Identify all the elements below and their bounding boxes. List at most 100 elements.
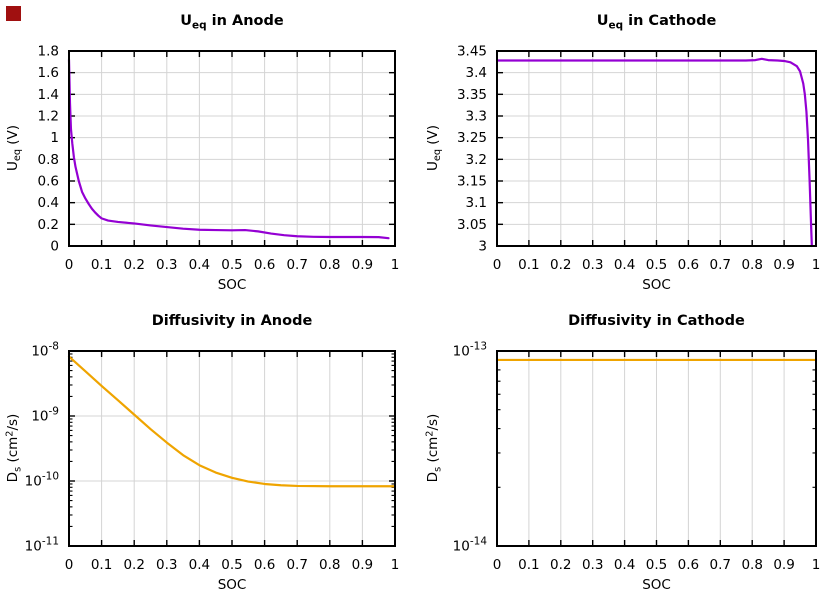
svg-text:0.1: 0.1 [91, 557, 112, 573]
svg-text:0.5: 0.5 [646, 257, 667, 273]
svg-text:10-11: 10-11 [25, 536, 59, 555]
svg-text:0.4: 0.4 [189, 557, 210, 573]
svg-text:0.5: 0.5 [221, 257, 242, 273]
plot-canvas: 0 0.1 0.2 0.3 0.4 0.5 0.6 0.7 0.8 0.9 1 10-8 10-9 10-… [25, 341, 400, 574]
svg-text:0.4: 0.4 [38, 195, 59, 211]
svg-text:0: 0 [65, 257, 74, 273]
svg-text:0.7: 0.7 [710, 557, 731, 573]
plot-diffusivity-cathode: Diffusivity in Cathode Ds (cm2/s) 0 0.1 0.… [420, 300, 840, 600]
svg-text:3.35: 3.35 [457, 87, 487, 103]
svg-text:0.5: 0.5 [221, 557, 242, 573]
svg-text:0.7: 0.7 [710, 257, 731, 273]
tick-labels: 0 0.1 0.2 0.3 0.4 0.5 0.6 0.7 0.8 0.9 1 10-8 10-9 10-… [25, 341, 400, 574]
plot-ueq-cathode: Ueq in Cathode Ueq (V) 0 0.1 0.2 0.3 0.4 0.5 0… [420, 0, 840, 300]
svg-text:0.9: 0.9 [773, 557, 794, 573]
x-axis-label: SOC [642, 577, 671, 593]
plot-canvas: 0 0.1 0.2 0.3 0.4 0.5 0.6 0.7 0.8 0.9 1 3 3.05 3.1 3.1… [457, 44, 820, 274]
svg-text:0.8: 0.8 [319, 557, 340, 573]
plot-title: Diffusivity in Anode [151, 313, 313, 329]
svg-text:1.6: 1.6 [38, 65, 59, 81]
svg-text:3.45: 3.45 [457, 44, 487, 60]
svg-text:0.8: 0.8 [319, 257, 340, 273]
y-axis-label: Ueq (V) [4, 124, 24, 172]
svg-text:1: 1 [812, 257, 821, 273]
svg-text:0.4: 0.4 [189, 257, 210, 273]
y-axis-label: Ueq (V) [424, 124, 444, 172]
svg-text:10-14: 10-14 [453, 536, 488, 555]
plot-diffusivity-anode: Diffusivity in Anode Ds (cm2/s) 0 0.1 0.2 0… [0, 300, 420, 600]
svg-text:0: 0 [493, 557, 502, 573]
svg-text:0.3: 0.3 [582, 257, 603, 273]
data-curve [67, 58, 390, 240]
tick-labels: 0 0.1 0.2 0.3 0.4 0.5 0.6 0.7 0.8 0.9 1 3 3.05 3.1 3.1… [457, 44, 820, 274]
svg-text:3.1: 3.1 [466, 195, 487, 211]
svg-text:0.3: 0.3 [582, 557, 603, 573]
tick-labels: 0 0.1 0.2 0.3 0.4 0.5 0.6 0.7 0.8 0.9 1 10-13 10-14 [453, 341, 821, 574]
svg-text:0.7: 0.7 [286, 257, 307, 273]
svg-text:0: 0 [65, 557, 74, 573]
plot-title: Ueq in Anode [180, 13, 284, 32]
svg-text:1: 1 [391, 557, 400, 573]
svg-text:1: 1 [50, 130, 59, 146]
plot-title: Ueq in Cathode [596, 13, 717, 32]
svg-text:3.2: 3.2 [466, 152, 487, 168]
data-curve [495, 57, 813, 248]
plot-title: Diffusivity in Cathode [568, 313, 745, 329]
svg-text:1.8: 1.8 [38, 44, 59, 60]
svg-text:0.3: 0.3 [156, 557, 177, 573]
svg-text:0.1: 0.1 [518, 557, 539, 573]
svg-text:0.6: 0.6 [38, 174, 59, 190]
svg-text:10-10: 10-10 [25, 471, 59, 490]
x-axis-label: SOC [642, 277, 671, 293]
grid-lines [69, 351, 395, 546]
svg-text:0.9: 0.9 [352, 257, 373, 273]
svg-text:1.4: 1.4 [38, 87, 59, 103]
svg-text:10-9: 10-9 [31, 406, 59, 425]
svg-text:0.1: 0.1 [518, 257, 539, 273]
svg-text:0: 0 [493, 257, 502, 273]
svg-text:0.8: 0.8 [38, 152, 59, 168]
svg-text:3.05: 3.05 [457, 217, 487, 233]
svg-text:0.4: 0.4 [614, 257, 635, 273]
svg-text:0.2: 0.2 [550, 257, 571, 273]
svg-text:0.4: 0.4 [614, 557, 635, 573]
svg-text:0.3: 0.3 [156, 257, 177, 273]
svg-text:0.9: 0.9 [352, 557, 373, 573]
tick-labels: 0 0.1 0.2 0.3 0.4 0.5 0.6 0.7 0.8 0.9 1 0 0.2 0.4 0.6 0… [38, 44, 400, 274]
svg-text:3.25: 3.25 [457, 130, 487, 146]
svg-text:0.2: 0.2 [38, 217, 59, 233]
svg-text:1.2: 1.2 [38, 109, 59, 125]
svg-text:0.6: 0.6 [254, 557, 275, 573]
svg-text:0.7: 0.7 [286, 557, 307, 573]
svg-text:1: 1 [812, 557, 821, 573]
svg-text:3: 3 [478, 239, 487, 255]
svg-text:0.8: 0.8 [741, 557, 762, 573]
grid-lines [497, 51, 816, 246]
svg-text:3.4: 3.4 [466, 65, 487, 81]
y-axis-label: Ds (cm2/s) [424, 413, 444, 483]
svg-text:0.2: 0.2 [550, 557, 571, 573]
x-axis-label: SOC [217, 577, 247, 593]
y-axis-label: Ds (cm2/s) [4, 413, 24, 483]
svg-text:10-8: 10-8 [31, 341, 59, 360]
svg-text:10-13: 10-13 [453, 341, 487, 360]
data-curve [67, 355, 397, 488]
grid-lines [69, 51, 395, 246]
corner-marker [6, 6, 21, 21]
svg-text:0.6: 0.6 [254, 257, 275, 273]
svg-text:0.2: 0.2 [123, 257, 144, 273]
plot-ueq-anode: Ueq in Anode Ueq (V) 0 0.1 0.2 0.3 0.4 0.5 0.6… [0, 0, 420, 300]
plot-canvas: 0 0.1 0.2 0.3 0.4 0.5 0.6 0.7 0.8 0.9 1 10-13 10-14 [453, 341, 821, 574]
svg-text:0.5: 0.5 [646, 557, 667, 573]
svg-text:0.1: 0.1 [91, 257, 112, 273]
svg-text:0.9: 0.9 [773, 257, 794, 273]
svg-text:3.15: 3.15 [457, 174, 487, 190]
svg-text:0.2: 0.2 [123, 557, 144, 573]
svg-text:0.8: 0.8 [741, 257, 762, 273]
svg-text:0: 0 [50, 239, 59, 255]
svg-text:0.6: 0.6 [678, 557, 699, 573]
svg-text:0.6: 0.6 [678, 257, 699, 273]
plot-canvas: 0 0.1 0.2 0.3 0.4 0.5 0.6 0.7 0.8 0.9 1 0 0.2 0.4 0.6 0… [38, 44, 400, 274]
svg-text:1: 1 [391, 257, 400, 273]
